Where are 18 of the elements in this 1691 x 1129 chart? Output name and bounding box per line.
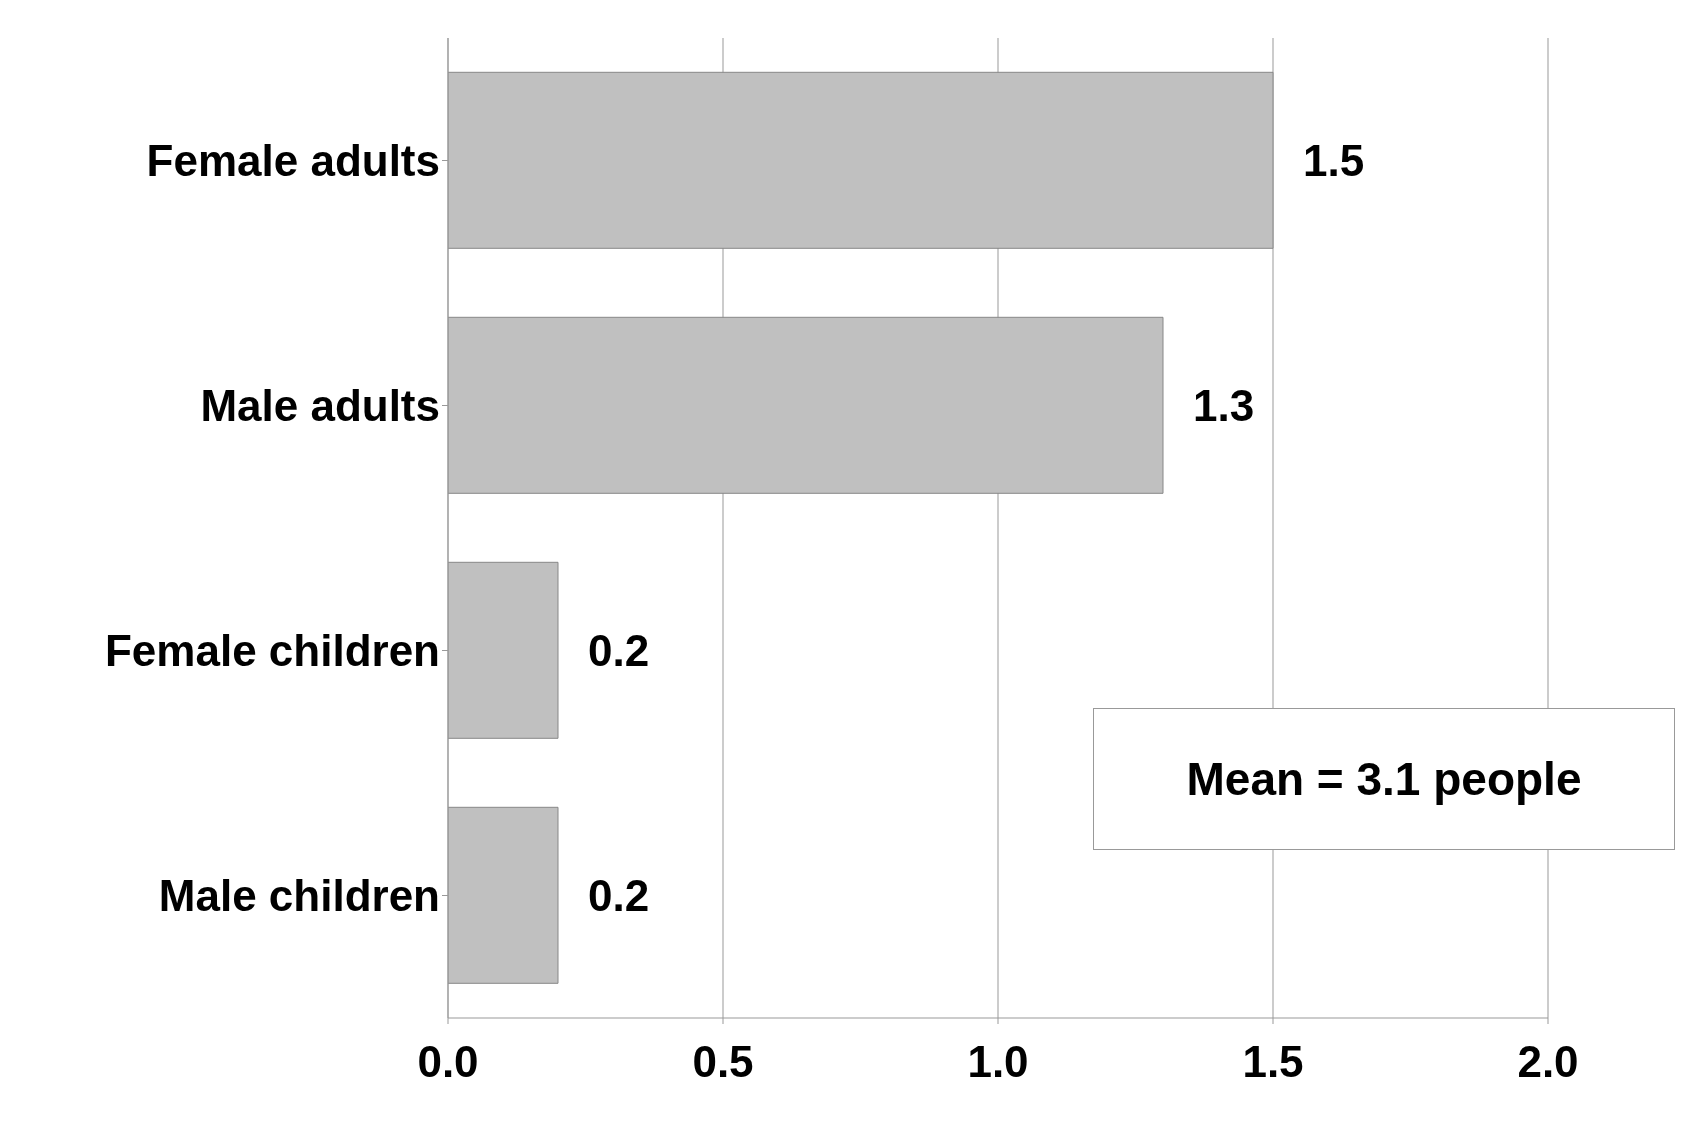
bar [448, 316, 1164, 494]
y-tick-label: Female children [104, 626, 440, 676]
x-tick-label: 1.0 [967, 1037, 1029, 1087]
data-label: 1.3 [1193, 380, 1255, 430]
note-box: Mean = 3.1 people [1093, 708, 1675, 850]
bar [448, 561, 559, 739]
data-label: 1.5 [1303, 135, 1365, 185]
y-tick-label: Female adults [146, 136, 440, 186]
y-tick-label: Male adults [200, 381, 440, 431]
bar [448, 806, 559, 984]
data-label: 0.2 [588, 625, 650, 675]
x-tick-label: 1.5 [1242, 1037, 1304, 1087]
data-label: 0.2 [588, 870, 650, 920]
x-tick-label: 2.0 [1517, 1037, 1579, 1087]
y-tick-label: Male children [158, 871, 440, 921]
x-tick-label: 0.0 [417, 1037, 479, 1087]
x-tick-label: 0.5 [692, 1037, 754, 1087]
bar [448, 71, 1274, 249]
